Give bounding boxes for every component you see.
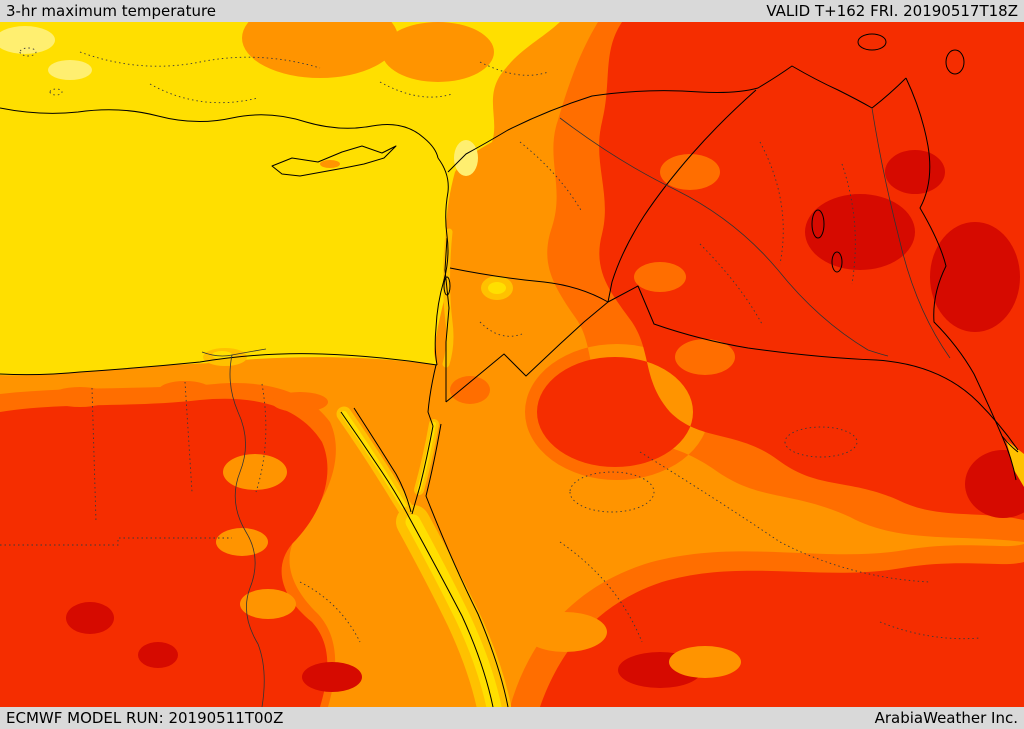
- dotted-desert-contour-1: [569, 471, 655, 513]
- footer-bar: ECMWF MODEL RUN: 20190511T00Z ArabiaWeat…: [0, 707, 1024, 729]
- persian-gulf-coast: [1001, 435, 1017, 481]
- coastlines-and-borders: [0, 33, 1019, 707]
- nile-delta-branches: [201, 348, 267, 357]
- map-title: 3-hr maximum temperature: [6, 2, 217, 20]
- admin-dotted-boundaries: [0, 47, 981, 643]
- iraq-saudi-border: [607, 285, 1019, 451]
- dotted-syria-1: [519, 141, 583, 213]
- dotted-turkey-3: [379, 81, 453, 98]
- temperature-map: [0, 22, 1024, 707]
- euphrates-river: [559, 117, 889, 357]
- dotted-desert-contour-2: [784, 426, 858, 458]
- cyprus-island: [271, 145, 397, 177]
- turkey-syria-border: [447, 65, 907, 173]
- temperature-field: [0, 22, 1024, 707]
- dotted-saudi-1: [639, 451, 931, 583]
- iran-border: [905, 77, 1019, 453]
- model-run-label: ECMWF MODEL RUN: 20190511T00Z: [6, 709, 284, 727]
- jordan-saudi-border: [445, 301, 609, 403]
- red-sea-west-coast: [340, 411, 494, 707]
- dotted-egypt-1: [184, 381, 193, 493]
- persian-gulf-corner: [1006, 440, 1024, 487]
- sinai-west-coast: [353, 407, 412, 513]
- dotted-egypt-se: [299, 581, 361, 643]
- jordan-river-line: [444, 237, 450, 402]
- nile-river: [229, 354, 265, 707]
- dotted-turkey-1: [79, 51, 321, 69]
- dotted-aegean-islands: [19, 47, 63, 96]
- header-bar: 3-hr maximum temperature VALID T+162 FRI…: [0, 0, 1024, 22]
- tigris-river: [871, 107, 951, 359]
- rivers: [201, 107, 951, 707]
- anatolia-orange-blobs: [242, 22, 494, 82]
- dotted-egypt-sudan: [0, 537, 232, 546]
- lakes-outlines: [443, 33, 965, 296]
- levant-coastline: [434, 157, 449, 366]
- light-yellow-patches: [0, 26, 478, 176]
- red-sea-east-coast: [425, 423, 509, 707]
- egypt-israel-border: [427, 364, 437, 427]
- dotted-turkey-2: [149, 83, 259, 104]
- dotted-iraq-1: [759, 141, 784, 265]
- syria-jordan-border: [449, 267, 609, 303]
- sinai-east-coast: [411, 425, 434, 515]
- map-canvas: [0, 22, 1024, 707]
- mediterranean-yellow-region: [0, 22, 560, 376]
- turkey-south-coastline: [0, 107, 439, 159]
- attribution-label: ArabiaWeather Inc.: [874, 709, 1018, 727]
- valid-time-label: VALID T+162 FRI. 20190517T18Z: [766, 2, 1018, 20]
- jordan-valley-strip: [442, 228, 454, 368]
- egypt-coastline: [0, 353, 438, 376]
